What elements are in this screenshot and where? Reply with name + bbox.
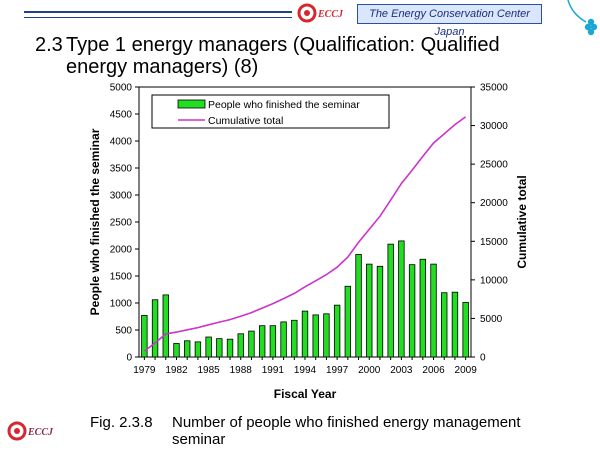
y-tick-label: 1500 bbox=[110, 272, 133, 283]
bar bbox=[237, 333, 244, 358]
y2-tick-label: 30000 bbox=[480, 121, 508, 132]
bar bbox=[366, 263, 373, 358]
y2-tick-label: 10000 bbox=[480, 275, 508, 286]
y-tick-label: 0 bbox=[126, 353, 132, 364]
y-tick-label: 5000 bbox=[110, 83, 133, 94]
bar bbox=[312, 314, 319, 358]
slide-title-number: 2.3 bbox=[35, 34, 63, 56]
bar bbox=[355, 253, 362, 358]
x-tick-label: 1994 bbox=[294, 365, 317, 376]
bar bbox=[408, 264, 416, 358]
bar bbox=[291, 319, 298, 358]
y-axis-title: People who finished the seminar bbox=[88, 128, 102, 315]
slide-title: Type 1 energy managers (Qualification: Q… bbox=[66, 34, 500, 78]
bar bbox=[301, 310, 309, 358]
bar bbox=[248, 330, 255, 358]
bar bbox=[141, 315, 148, 358]
x-tick-label: 2000 bbox=[358, 365, 381, 376]
x-tick-label: 2009 bbox=[455, 365, 478, 376]
bar bbox=[462, 302, 469, 358]
y2-tick-label: 20000 bbox=[480, 198, 508, 209]
bar bbox=[205, 336, 212, 358]
x-tick-label: 1991 bbox=[262, 365, 285, 376]
bar bbox=[194, 341, 202, 358]
y2-tick-label: 5000 bbox=[480, 314, 503, 325]
clover-icon bbox=[567, 0, 598, 36]
logo-core-icon bbox=[304, 10, 310, 16]
header-rule-thin bbox=[24, 17, 292, 18]
logo-ring-icon bbox=[7, 421, 27, 441]
legend-swatch-bar bbox=[177, 99, 206, 109]
bar bbox=[184, 340, 191, 358]
y-tick-label: 3500 bbox=[110, 164, 133, 175]
x-tick-label: 1988 bbox=[230, 365, 253, 376]
bar bbox=[216, 338, 223, 358]
bar bbox=[162, 294, 169, 358]
y2-tick-label: 0 bbox=[480, 353, 486, 364]
logo-ring-icon bbox=[297, 3, 317, 23]
y2-tick-label: 35000 bbox=[480, 83, 508, 94]
bar bbox=[333, 304, 341, 358]
bar bbox=[269, 325, 277, 358]
eccj-logo-footer: ECCJ bbox=[7, 421, 54, 441]
logo-text: ECCJ bbox=[317, 9, 344, 20]
x-tick-label: 1985 bbox=[197, 365, 220, 376]
x-tick-label: 2003 bbox=[390, 365, 413, 376]
legend-label-bar: People who finished the seminar bbox=[208, 99, 360, 111]
bar bbox=[387, 243, 394, 358]
org-name-badge: The Energy Conservation Center Japan bbox=[357, 4, 542, 38]
x-tick-label: 1982 bbox=[165, 365, 188, 376]
y-tick-label: 4500 bbox=[110, 110, 133, 121]
y-tick-label: 2000 bbox=[110, 245, 133, 256]
y-tick-label: 4000 bbox=[110, 137, 133, 148]
bar bbox=[376, 265, 384, 358]
bar bbox=[451, 291, 459, 358]
y-tick-label: 1000 bbox=[110, 299, 133, 310]
x-tick-label: 1979 bbox=[133, 365, 156, 376]
x-axis-title: Fiscal Year bbox=[274, 387, 337, 401]
bar bbox=[173, 343, 180, 358]
figure-caption: Number of people who finished energy man… bbox=[172, 414, 521, 448]
bar bbox=[280, 321, 287, 358]
bar bbox=[344, 285, 352, 358]
bar bbox=[430, 263, 437, 358]
y2-tick-label: 25000 bbox=[480, 160, 508, 171]
x-tick-label: 1997 bbox=[326, 365, 349, 376]
bar bbox=[441, 292, 448, 358]
bar bbox=[226, 338, 234, 358]
figure-number: Fig. 2.3.8 bbox=[90, 414, 153, 431]
header-rule bbox=[24, 11, 292, 13]
logo-text: ECCJ bbox=[27, 427, 54, 438]
bar bbox=[419, 258, 426, 358]
x-tick-label: 2006 bbox=[422, 365, 445, 376]
y-tick-label: 500 bbox=[115, 326, 132, 337]
bar bbox=[323, 313, 330, 358]
bar bbox=[258, 325, 266, 358]
y-tick-label: 3000 bbox=[110, 191, 133, 202]
bar bbox=[398, 240, 405, 358]
cumulative-line bbox=[143, 116, 467, 352]
legend-label-line: Cumulative total bbox=[208, 115, 283, 127]
eccj-logo: ECCJ bbox=[297, 3, 344, 23]
bar bbox=[151, 299, 159, 358]
y2-tick-label: 15000 bbox=[480, 237, 508, 248]
y2-axis-title: Cumulative total bbox=[515, 175, 529, 268]
y-tick-label: 2500 bbox=[110, 218, 133, 229]
logo-core-icon bbox=[14, 428, 20, 434]
